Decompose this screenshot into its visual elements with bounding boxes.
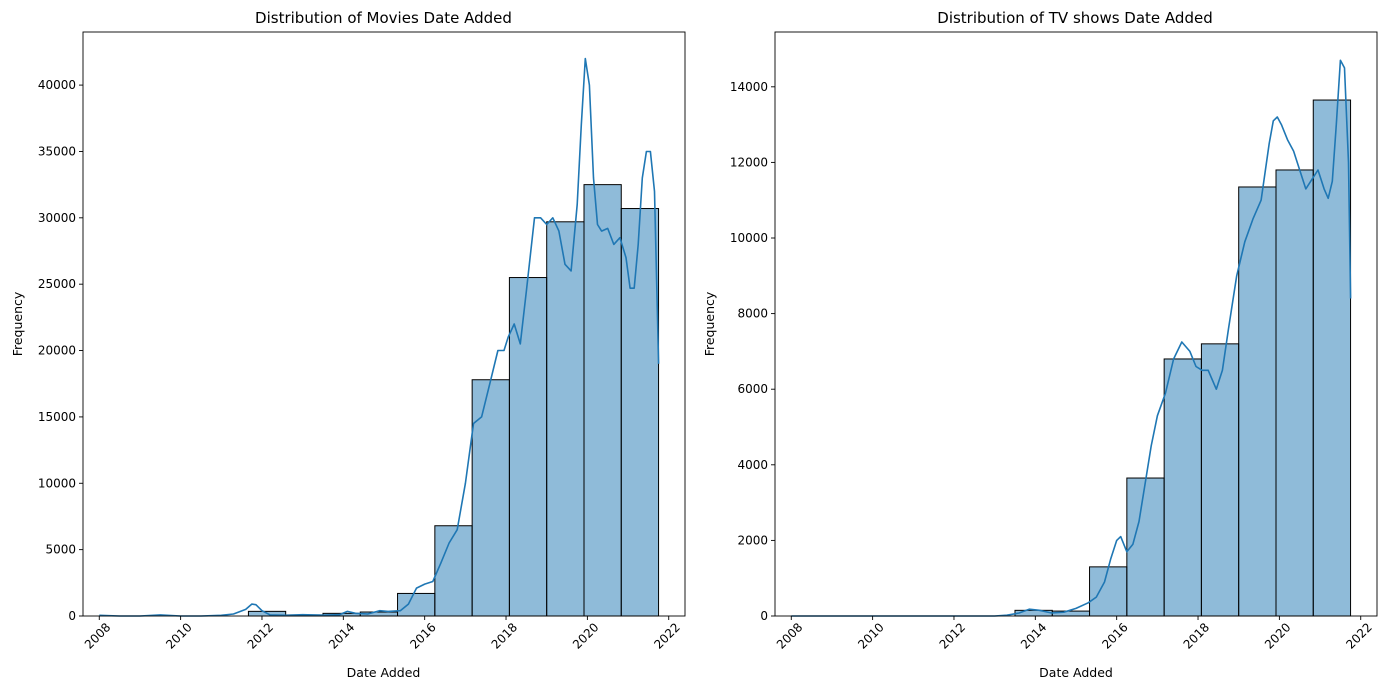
movies-ytick-label-15000: 15000 xyxy=(38,410,76,424)
tvshows-xtick-label-2016: 2016 xyxy=(1099,620,1130,651)
movies-ytick-label-5000: 5000 xyxy=(45,543,76,557)
movies-ytick-label-30000: 30000 xyxy=(38,211,76,225)
movies-bar-10 xyxy=(471,379,510,617)
movies-xtick-label-2014: 2014 xyxy=(326,620,357,651)
tvshows-ytick-label-12000: 12000 xyxy=(730,155,768,169)
tvshows-bar-10 xyxy=(1163,358,1202,617)
tvshows-bar-9 xyxy=(1126,477,1165,617)
tvshows-bar-13 xyxy=(1275,169,1314,617)
movies-ytick-label-35000: 35000 xyxy=(38,144,76,158)
movies-xtick-label-2008: 2008 xyxy=(82,620,113,651)
tvshows-ytick-label-4000: 4000 xyxy=(737,458,768,472)
movies-xtick-label-2012: 2012 xyxy=(245,620,276,651)
movies-y-ticks: 0 5000 10000 15000 20000 25000 30000 35000 40000 xyxy=(38,78,83,623)
tvshows-xtick-label-2012: 2012 xyxy=(937,620,968,651)
tvshows-bar-8 xyxy=(1089,566,1128,617)
movies-bar-8 xyxy=(397,592,436,617)
movies-kde-line xyxy=(99,57,660,617)
tvshows-ytick-label-2000: 2000 xyxy=(737,533,768,547)
tvshows-kde-layer xyxy=(791,59,1352,617)
movies-bar-9 xyxy=(434,525,473,617)
tvshows-xtick-label-2010: 2010 xyxy=(855,620,886,651)
movies-ytick-label-25000: 25000 xyxy=(38,277,76,291)
tvshows-plot-frame xyxy=(774,31,1378,617)
movies-ytick-label-40000: 40000 xyxy=(38,78,76,92)
movies-xtick-label-2022: 2022 xyxy=(651,620,682,651)
movies-bar-12 xyxy=(546,221,585,617)
tvshows-ytick-label-8000: 8000 xyxy=(737,307,768,321)
movies-xtick-label-2010: 2010 xyxy=(163,620,194,651)
movies-xtick-label-2016: 2016 xyxy=(407,620,438,651)
movies-xtick-label-2020: 2020 xyxy=(570,620,601,651)
tvshows-y-axis-label: Frequency xyxy=(702,291,717,356)
movies-ytick-label-10000: 10000 xyxy=(38,476,76,490)
movies-ytick-label-20000: 20000 xyxy=(38,344,76,358)
movies-bar-13 xyxy=(583,184,622,617)
tvshows-xtick-label-2008: 2008 xyxy=(774,620,805,651)
tvshows-bar-12 xyxy=(1238,186,1277,617)
tvshows-chart: Distribution of TV shows Date Added 2008… xyxy=(702,9,1378,680)
movies-xtick-label-2018: 2018 xyxy=(489,620,520,651)
tvshows-x-axis-label: Date Added xyxy=(1039,665,1113,680)
movies-ytick-label-0: 0 xyxy=(68,609,76,623)
tvshows-bar-11 xyxy=(1200,343,1240,617)
movies-x-axis-label: Date Added xyxy=(347,665,421,680)
movies-bar-14 xyxy=(620,208,660,617)
tvshows-x-ticks: 2008 2010 2012 2014 2016 2018 2020 2022 xyxy=(774,616,1375,652)
movies-kde-layer xyxy=(99,57,660,617)
tvshows-ytick-label-0: 0 xyxy=(760,609,768,623)
tvshows-xtick-label-2020: 2020 xyxy=(1262,620,1293,651)
movies-y-axis-label: Frequency xyxy=(10,291,25,356)
tvshows-xtick-label-2018: 2018 xyxy=(1181,620,1212,651)
tvshows-ytick-label-6000: 6000 xyxy=(737,382,768,396)
tvshows-bars xyxy=(1014,99,1352,617)
tvshows-ytick-label-10000: 10000 xyxy=(730,231,768,245)
tvshows-ytick-label-14000: 14000 xyxy=(730,80,768,94)
movies-chart: Distribution of Movies Date Added 2008 20… xyxy=(10,9,686,680)
movies-chart-title: Distribution of Movies Date Added xyxy=(255,9,512,27)
tvshows-kde-line xyxy=(791,59,1352,617)
movies-x-ticks: 2008 2010 2012 2014 2016 2018 2020 2022 xyxy=(82,616,683,652)
tvshows-xtick-label-2014: 2014 xyxy=(1018,620,1049,651)
movies-plot-frame xyxy=(82,31,686,617)
tvshows-xtick-label-2022: 2022 xyxy=(1343,620,1374,651)
movies-bars xyxy=(247,184,660,617)
tvshows-chart-title: Distribution of TV shows Date Added xyxy=(937,9,1212,27)
tvshows-y-ticks: 0 2000 4000 6000 8000 10000 12000 14000 xyxy=(730,80,775,623)
